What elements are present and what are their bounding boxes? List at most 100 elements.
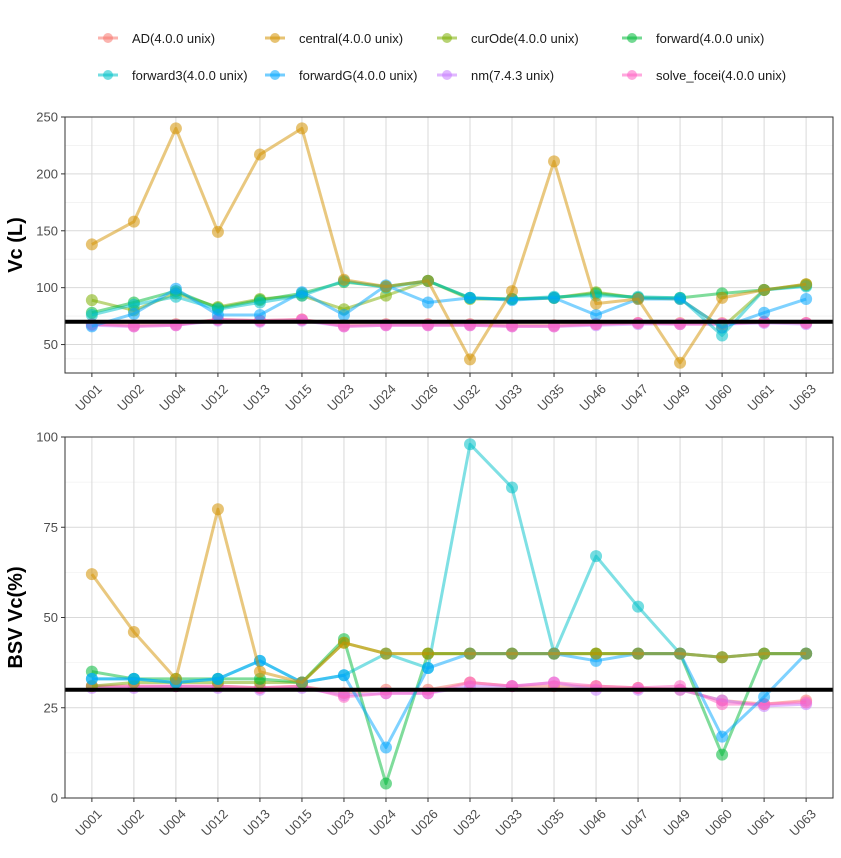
data-point xyxy=(169,122,182,135)
legend: AD(4.0.0 unix) central(4.0.0 unix) curOde(… xyxy=(98,31,786,83)
data-point xyxy=(716,698,729,711)
data-point xyxy=(548,291,561,304)
data-point xyxy=(421,274,434,287)
data-point xyxy=(758,647,771,660)
data-point xyxy=(758,690,771,703)
data-point xyxy=(632,647,645,660)
data-point xyxy=(85,672,98,685)
data-point xyxy=(85,294,98,307)
panel-border xyxy=(64,116,834,374)
data-point xyxy=(253,296,266,309)
legend-label: AD(4.0.0 unix) xyxy=(132,31,215,46)
data-point xyxy=(295,286,308,299)
legend-key-point xyxy=(627,33,637,43)
legend-key-point xyxy=(103,33,113,43)
legend-key-point xyxy=(627,70,637,80)
legend-item-curode-4-0-0-unix: curOde(4.0.0 unix) xyxy=(437,31,579,46)
legend-key-point xyxy=(270,70,280,80)
data-point xyxy=(421,296,434,309)
series-central-4-0-0-unix xyxy=(85,503,813,689)
legend-label: central(4.0.0 unix) xyxy=(299,31,403,46)
series-line xyxy=(90,507,807,684)
panel-border xyxy=(64,436,834,799)
y-tick-label: 100 xyxy=(36,280,58,295)
data-point xyxy=(800,696,813,709)
data-point xyxy=(590,550,603,563)
data-point xyxy=(253,148,266,161)
data-point xyxy=(169,282,182,295)
data-point xyxy=(421,647,434,660)
data-point xyxy=(337,636,350,649)
y-tick-label: 250 xyxy=(36,110,58,125)
data-point xyxy=(379,777,392,790)
data-point xyxy=(379,647,392,660)
data-point xyxy=(211,672,224,685)
data-point xyxy=(85,238,98,251)
y-tick-label: 50 xyxy=(44,610,58,625)
data-point xyxy=(127,298,140,311)
legend-label: curOde(4.0.0 unix) xyxy=(471,31,579,46)
data-point xyxy=(337,273,350,286)
legend-item-solve-focei-4-0-0-unix: solve_focei(4.0.0 unix) xyxy=(622,68,786,83)
data-point xyxy=(800,278,813,291)
data-point xyxy=(337,308,350,321)
y-axis-title: BSV Vc(%) xyxy=(5,566,27,668)
data-point xyxy=(632,600,645,613)
data-point xyxy=(758,306,771,319)
data-point xyxy=(674,647,687,660)
data-point xyxy=(85,308,98,321)
legend-item-nm-7-4-3-unix: nm(7.4.3 unix) xyxy=(437,68,554,83)
data-point xyxy=(590,308,603,321)
plot-area xyxy=(65,117,833,373)
data-point xyxy=(758,283,771,296)
data-point xyxy=(169,672,182,685)
data-point xyxy=(506,481,519,494)
data-point xyxy=(590,647,603,660)
data-point xyxy=(127,672,140,685)
data-point xyxy=(506,285,519,298)
data-point xyxy=(464,291,477,304)
data-point xyxy=(127,215,140,228)
data-point xyxy=(800,293,813,306)
legend-label: nm(7.4.3 unix) xyxy=(471,68,554,83)
legend-label: forward3(4.0.0 unix) xyxy=(132,68,248,83)
legend-label: solve_focei(4.0.0 unix) xyxy=(656,68,786,83)
data-point xyxy=(548,155,561,168)
legend-label: forward(4.0.0 unix) xyxy=(656,31,764,46)
y-tick-label: 50 xyxy=(44,337,58,352)
data-point xyxy=(800,647,813,660)
data-point xyxy=(716,651,729,664)
data-point xyxy=(127,625,140,638)
data-point xyxy=(379,280,392,293)
legend-item-forwardg-4-0-0-unix: forwardG(4.0.0 unix) xyxy=(265,68,418,83)
data-point xyxy=(253,665,266,678)
data-point xyxy=(674,293,687,306)
data-point xyxy=(548,647,561,660)
y-tick-label: 200 xyxy=(36,166,58,181)
y-tick-label: 100 xyxy=(36,430,58,445)
data-point xyxy=(295,122,308,135)
y-tick-label: 75 xyxy=(44,520,58,535)
data-point xyxy=(379,741,392,754)
series-line xyxy=(91,283,807,329)
data-point xyxy=(211,503,224,516)
y-tick-label: 150 xyxy=(36,223,58,238)
data-point xyxy=(464,353,477,366)
data-point xyxy=(127,307,140,320)
legend-key-point xyxy=(270,33,280,43)
data-point xyxy=(464,647,477,660)
legend-item-forward3-4-0-0-unix: forward3(4.0.0 unix) xyxy=(98,68,248,83)
data-point xyxy=(295,676,308,689)
data-point xyxy=(506,647,519,660)
data-point xyxy=(253,308,266,321)
legend-label: forwardG(4.0.0 unix) xyxy=(299,68,418,83)
legend-item-forward-4-0-0-unix: forward(4.0.0 unix) xyxy=(622,31,764,46)
y-tick-label: 0 xyxy=(51,791,58,806)
data-point xyxy=(85,568,98,581)
data-point xyxy=(548,676,561,689)
y-axis-title: Vc (L) xyxy=(5,217,27,273)
data-point xyxy=(716,291,729,304)
